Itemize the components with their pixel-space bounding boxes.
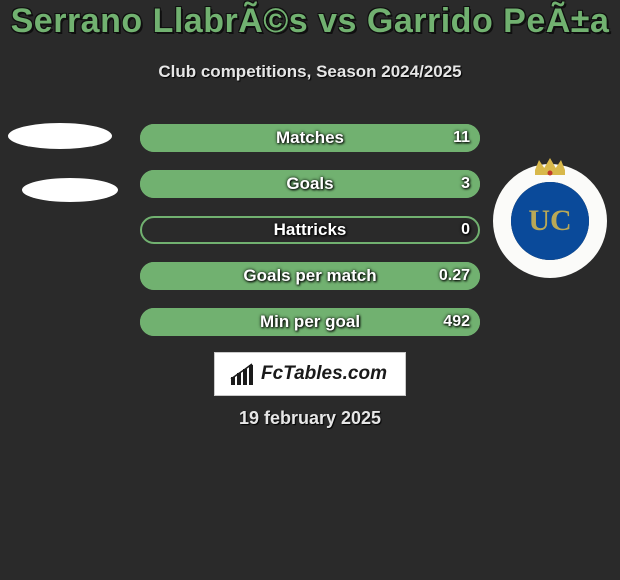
stat-row: Min per goal492	[140, 308, 480, 336]
stat-value: 0	[461, 216, 470, 244]
stat-value: 3	[461, 170, 470, 198]
stat-row: Hattricks0	[140, 216, 480, 244]
stat-value: 11	[453, 124, 470, 152]
bars-icon	[229, 361, 255, 387]
avatar-blob-0	[8, 123, 112, 149]
page-title: Serrano LlabrÃ©s vs Garrido PeÃ±a	[0, 2, 620, 41]
stat-value: 0.27	[439, 262, 470, 290]
stat-row: Goals per match0.27	[140, 262, 480, 290]
date-text: 19 february 2025	[0, 408, 620, 429]
stat-value: 492	[443, 308, 470, 336]
stat-label: Matches	[140, 124, 480, 152]
stat-row: Goals3	[140, 170, 480, 198]
svg-text:UC: UC	[528, 204, 571, 237]
fctables-logo-box: FcTables.com	[214, 352, 406, 396]
fctables-logo-text: FcTables.com	[261, 363, 387, 385]
stat-row: Matches11	[140, 124, 480, 152]
stats-panel: Matches11 Goals3 Hattricks0 Goals per match…	[140, 124, 480, 354]
crown-icon	[533, 156, 567, 181]
stat-label: Hattricks	[140, 216, 480, 244]
stat-label: Goals per match	[140, 262, 480, 290]
page-subtitle: Club competitions, Season 2024/2025	[0, 62, 620, 82]
avatar-blob-1	[22, 178, 118, 202]
stat-label: Goals	[140, 170, 480, 198]
stat-label: Min per goal	[140, 308, 480, 336]
